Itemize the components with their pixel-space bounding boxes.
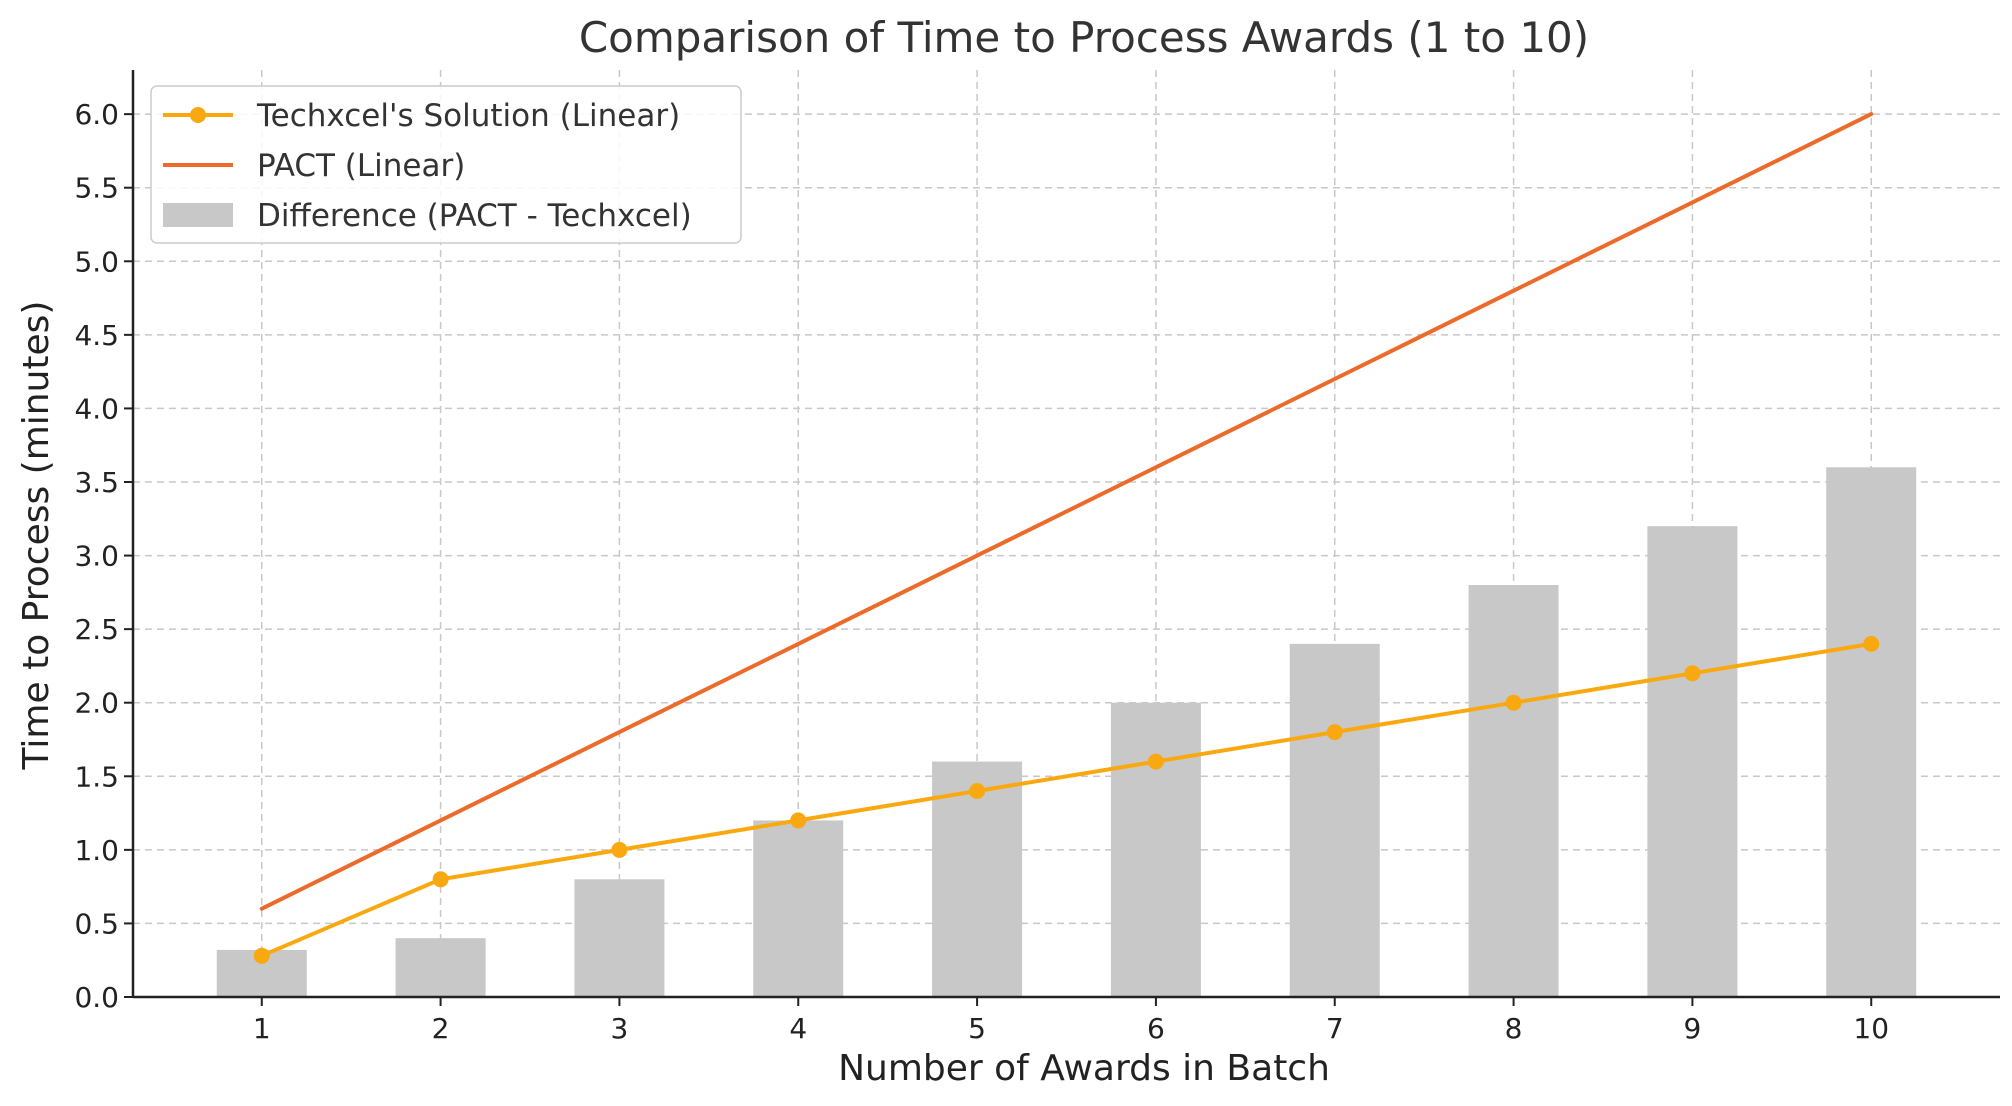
y-tick-label-2: 0.5 bbox=[74, 907, 119, 940]
bar-difference-5 bbox=[932, 761, 1023, 997]
x-tick-label-9: 9 bbox=[1683, 1012, 1701, 1045]
x-axis-label: Number of Awards in Batch bbox=[838, 1048, 1330, 1089]
bar-difference-3 bbox=[574, 879, 665, 997]
point-techxcel-6 bbox=[1147, 753, 1164, 770]
axes bbox=[124, 70, 2000, 1006]
x-tick-label-7: 7 bbox=[1326, 1012, 1344, 1045]
y-tick-label-13: 6.0 bbox=[74, 98, 119, 131]
x-tick-label-10: 10 bbox=[1853, 1012, 1889, 1045]
series-line-techxcel bbox=[259, 641, 1874, 958]
chart-title: Comparison of Time to Process Awards (1 … bbox=[579, 13, 1589, 62]
x-tick-label-4: 4 bbox=[789, 1012, 807, 1045]
bar-difference-4 bbox=[753, 820, 844, 997]
bar-difference-2 bbox=[395, 938, 486, 997]
y-tick-label-9: 4.0 bbox=[74, 392, 119, 425]
tick-labels: 1 2 3 4 5 6 7 8 9 10 0.0 0.5 1.0 1.5 2.0 2.5 3.0 3.5 4.0 4.… bbox=[74, 98, 1889, 1045]
y-tick-label-7: 3.0 bbox=[74, 540, 119, 573]
y-tick-label-3: 1.0 bbox=[74, 834, 119, 867]
legend-swatch-techxcel-marker bbox=[190, 107, 206, 123]
x-tick-label-1: 1 bbox=[253, 1012, 271, 1045]
y-tick-label-8: 3.5 bbox=[74, 466, 119, 499]
bar-difference-8 bbox=[1468, 585, 1559, 997]
lines bbox=[253, 112, 1880, 964]
legend-label-techxcel: Techxcel's Solution (Linear) bbox=[256, 98, 680, 134]
point-techxcel-1 bbox=[253, 947, 270, 964]
y-axis-label: Time to Process (minutes) bbox=[16, 301, 57, 771]
point-techxcel-4 bbox=[790, 812, 807, 829]
point-techxcel-8 bbox=[1505, 694, 1522, 711]
bars-difference bbox=[216, 467, 1917, 997]
y-tick-label-4: 1.5 bbox=[74, 760, 119, 793]
legend-label-difference: Difference (PACT - Techxcel) bbox=[257, 198, 692, 234]
y-tick-label-5: 2.0 bbox=[74, 687, 119, 720]
bar-difference-9 bbox=[1647, 526, 1738, 997]
y-tick-label-6: 2.5 bbox=[74, 613, 119, 646]
bar-difference-7 bbox=[1289, 643, 1380, 997]
legend-label-pact: PACT (Linear) bbox=[257, 148, 465, 184]
point-techxcel-5 bbox=[969, 783, 986, 799]
x-tick-label-5: 5 bbox=[968, 1012, 986, 1045]
point-techxcel-3 bbox=[611, 841, 628, 858]
x-tick-label-2: 2 bbox=[432, 1012, 450, 1045]
y-tick-label-11: 5.0 bbox=[74, 245, 119, 278]
y-tick-label-12: 5.5 bbox=[74, 172, 119, 205]
legend: Techxcel's Solution (Linear) PACT (Linea… bbox=[150, 85, 742, 244]
point-techxcel-7 bbox=[1326, 724, 1343, 741]
point-techxcel-9 bbox=[1684, 665, 1701, 682]
x-tick-label-8: 8 bbox=[1505, 1012, 1523, 1045]
point-techxcel-10 bbox=[1863, 635, 1880, 652]
y-tick-label-1: 0.0 bbox=[74, 981, 119, 1014]
series-line-pact bbox=[259, 112, 1874, 911]
y-tick-label-10: 4.5 bbox=[74, 319, 119, 352]
legend-swatch-difference bbox=[163, 203, 233, 227]
legend-box bbox=[150, 85, 742, 244]
bar-difference-6 bbox=[1110, 702, 1201, 997]
x-tick-label-6: 6 bbox=[1147, 1012, 1165, 1045]
x-tick-label-3: 3 bbox=[611, 1012, 629, 1045]
bar-difference-10 bbox=[1826, 467, 1917, 997]
point-techxcel-2 bbox=[432, 871, 449, 888]
